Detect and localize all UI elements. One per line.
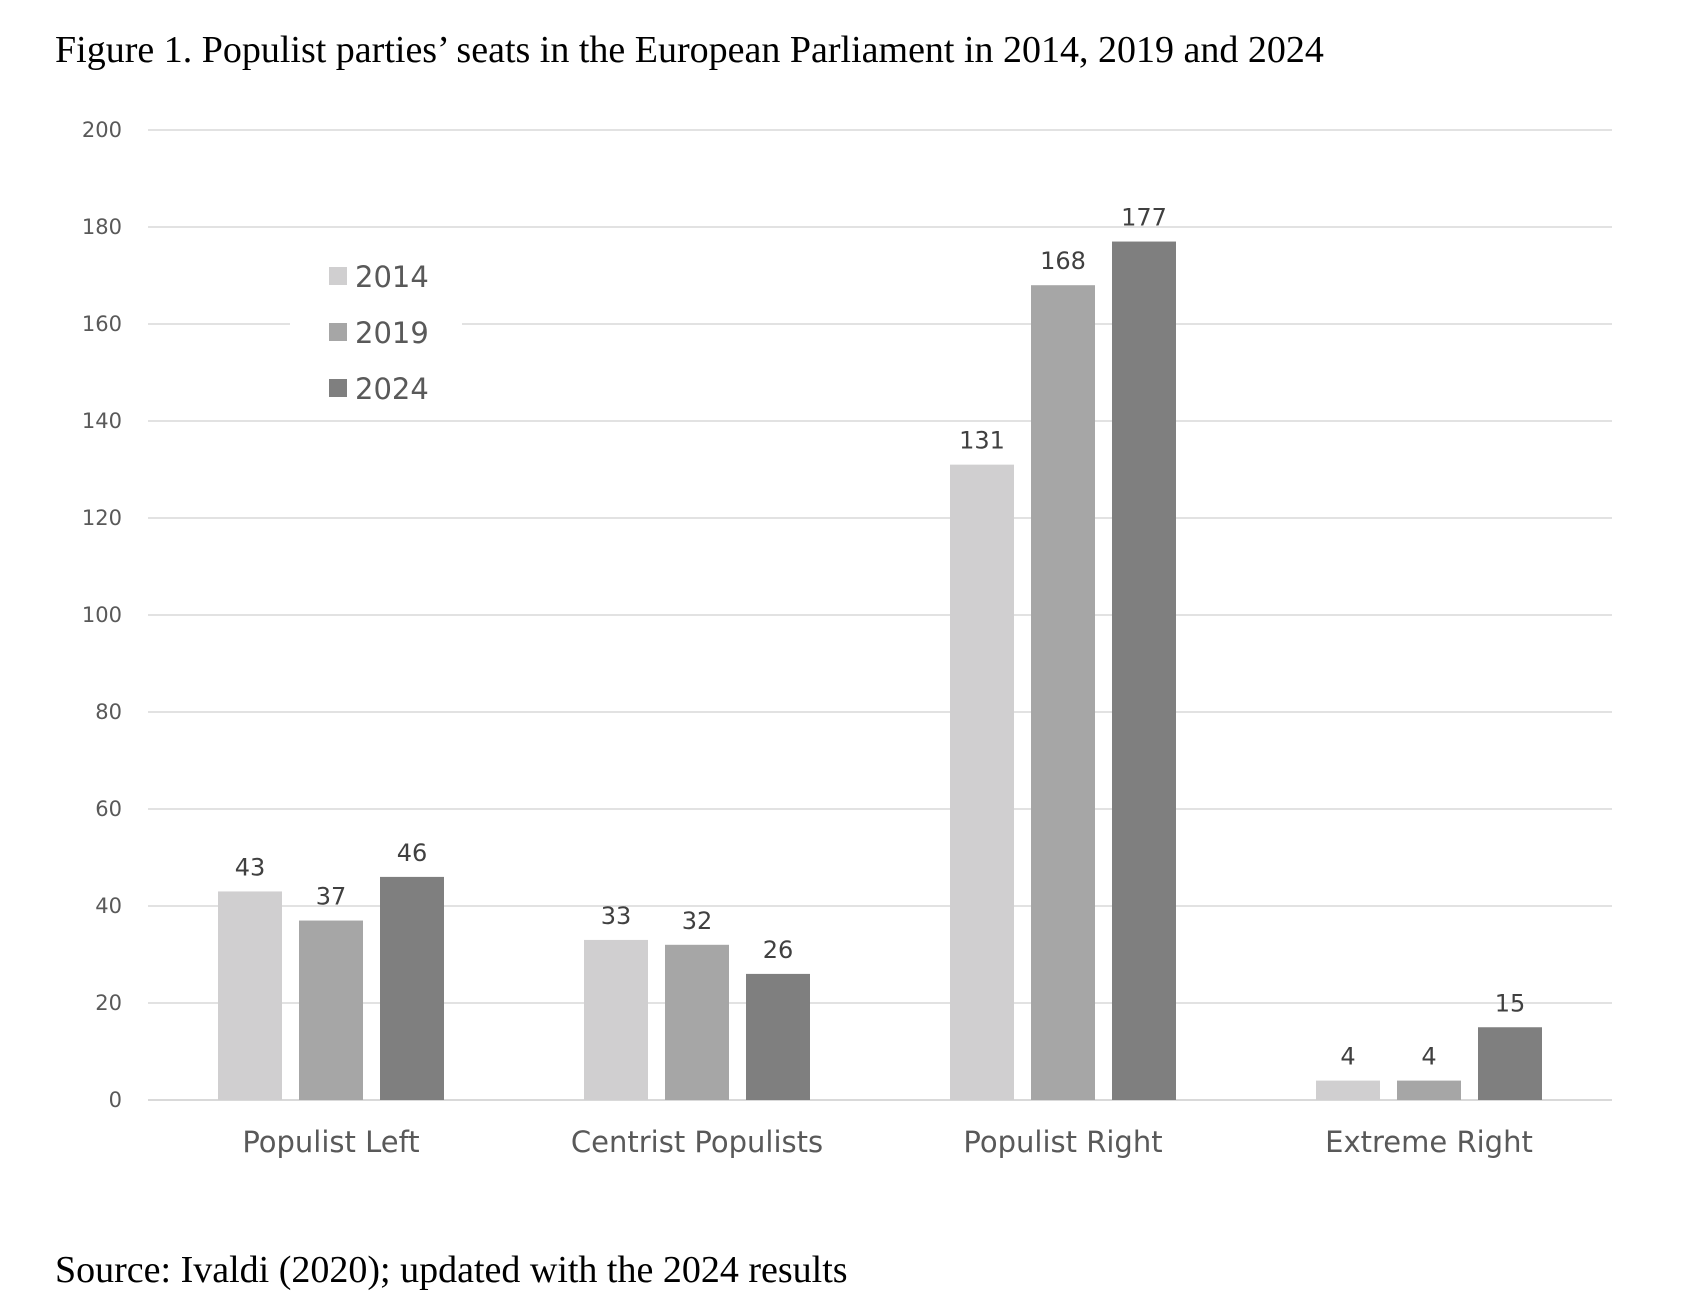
bar [1316, 1080, 1380, 1100]
bar [950, 464, 1014, 1100]
x-category-label: Populist Right [963, 1125, 1162, 1159]
data-label: 131 [959, 427, 1005, 455]
data-label: 177 [1121, 204, 1167, 232]
y-tick-label: 140 [82, 409, 122, 433]
legend-swatch [329, 323, 347, 341]
legend-swatch [329, 379, 347, 397]
y-tick-label: 60 [95, 797, 122, 821]
data-label: 33 [601, 902, 632, 930]
y-tick-label: 80 [95, 700, 122, 724]
data-labels: 43 37 46 33 32 26 131 168 177 4 4 15 [235, 204, 1526, 1071]
y-tick-label: 200 [82, 118, 122, 142]
data-label: 26 [763, 936, 794, 964]
data-label: 32 [682, 907, 713, 935]
legend-label: 2024 [355, 372, 429, 406]
data-label: 4 [1421, 1043, 1436, 1071]
y-tick-label: 20 [95, 991, 122, 1015]
y-axis-tick-labels: 0 20 40 60 80 100 120 140 160 180 200 [82, 118, 122, 1112]
legend-label: 2014 [355, 260, 429, 294]
x-axis-category-labels: Populist Left Centrist Populists Populist … [242, 1125, 1533, 1159]
y-tick-label: 180 [82, 215, 122, 239]
data-label: 46 [397, 839, 428, 867]
bars [218, 241, 1542, 1101]
bar [299, 920, 363, 1100]
data-label: 168 [1040, 247, 1086, 275]
figure-source: Source: Ivaldi (2020); updated with the … [55, 1249, 848, 1291]
y-tick-label: 40 [95, 894, 122, 918]
bar [1031, 285, 1095, 1100]
bar [584, 939, 648, 1100]
bar [665, 944, 729, 1100]
bar [746, 973, 810, 1100]
figure-title: Figure 1. Populist parties’ seats in the… [55, 29, 1324, 71]
bar [1112, 241, 1176, 1101]
legend-swatch [329, 267, 347, 285]
legend: 2014 2019 2024 [290, 245, 462, 415]
data-label: 37 [316, 883, 347, 911]
bar [380, 876, 444, 1100]
data-label: 15 [1495, 989, 1526, 1017]
bar [1397, 1080, 1461, 1100]
bar [1478, 1027, 1542, 1100]
data-label: 4 [1340, 1043, 1355, 1071]
y-tick-label: 0 [109, 1088, 122, 1112]
y-tick-label: 100 [82, 603, 122, 627]
y-tick-label: 120 [82, 506, 122, 530]
x-category-label: Extreme Right [1325, 1125, 1533, 1159]
x-category-label: Populist Left [242, 1125, 419, 1159]
legend-label: 2019 [355, 316, 429, 350]
data-label: 43 [235, 853, 266, 881]
x-category-label: Centrist Populists [571, 1125, 823, 1159]
legend-background [290, 245, 462, 415]
bar [218, 891, 282, 1100]
y-tick-label: 160 [82, 312, 122, 336]
